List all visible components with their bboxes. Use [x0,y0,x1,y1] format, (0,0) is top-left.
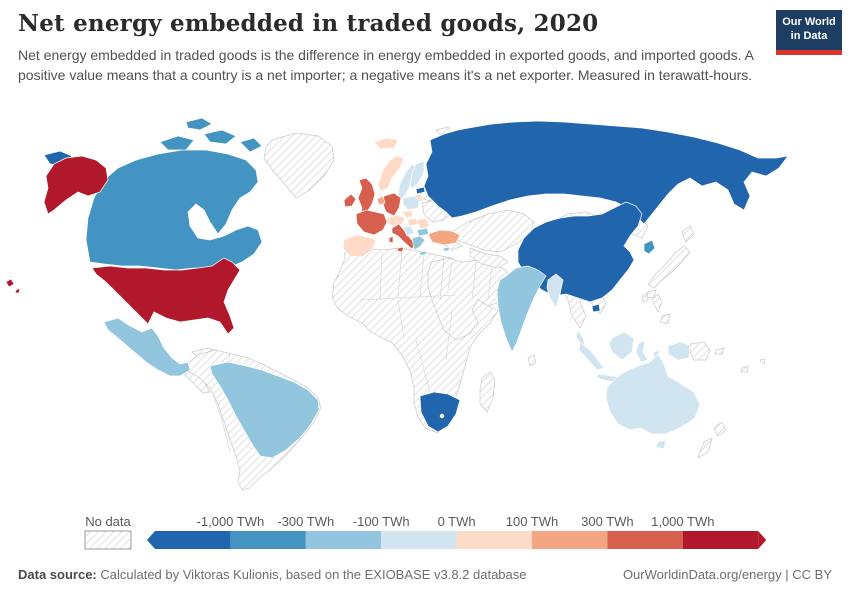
legend-arrow-right [758,531,767,549]
country-spain[interactable] [342,234,377,258]
legend-tick-4: 100 TWh [506,514,559,529]
region-balkans[interactable] [402,225,415,237]
country-taiwan[interactable] [641,292,649,303]
legend-arrow-left [147,531,155,549]
country-lesotho [439,413,445,419]
country-romania[interactable] [415,217,431,230]
country-myanmar[interactable] [546,273,564,309]
legend-bin-6[interactable] [607,531,683,549]
country-canada[interactable] [85,117,263,271]
legend-bin-2[interactable] [305,531,382,549]
legend-bin-5[interactable] [532,531,608,549]
legend-tick-0: -1,000 TWh [197,514,265,529]
country-south-korea[interactable] [643,239,656,255]
country-png-east[interactable] [689,341,711,361]
country-ireland[interactable] [343,193,357,208]
country-czechia[interactable] [402,209,415,219]
legend-bin-1[interactable] [230,531,306,549]
region-austria-switzerland[interactable] [386,214,406,227]
legend-tick-1: -300 TWh [277,514,334,529]
license-link[interactable]: OurWorldinData.org/energy | CC BY [622,567,832,582]
legend-tick-5: 300 TWh [581,514,634,529]
country-france[interactable] [355,209,388,236]
country-usa[interactable] [43,155,241,335]
country-south-africa[interactable] [419,391,461,433]
legend-tick-6: 1,000 TWh [651,514,714,529]
country-india[interactable] [496,265,547,353]
country-new-zealand[interactable] [697,421,727,459]
country-turkey[interactable] [427,229,461,246]
owid-logo[interactable]: Our World in Data [776,10,842,55]
legend-tick-3: 0 TWh [438,514,476,529]
country-poland[interactable] [402,195,421,211]
map-legend: No data -1,000 TWh -300 TWh -100 TWh 0 T… [84,514,767,550]
legend-bin-7[interactable] [682,531,759,549]
data-source-label: Data source: [18,567,97,582]
legend-tick-2: -100 TWh [353,514,410,529]
no-data-swatch[interactable] [84,530,132,550]
data-source-note: Data source: Calculated by Viktoras Kuli… [18,567,527,582]
country-philippines[interactable] [651,293,671,325]
owid-logo-line1: Our World [782,16,836,29]
state-hawaii[interactable] [5,278,21,294]
owid-logo-line2: in Data [790,30,828,42]
country-germany[interactable] [382,192,402,217]
legend-bin-3[interactable] [381,531,457,549]
chart-subtitle: Net energy embedded in traded goods is t… [18,47,754,83]
country-iceland[interactable] [373,137,399,150]
legend-bin-0[interactable] [155,531,231,549]
country-uk[interactable] [357,177,376,215]
country-greece[interactable] [411,235,428,256]
data-source-text: Calculated by Viktoras Kulionis, based o… [96,567,527,582]
legend-bin-4[interactable] [456,531,532,549]
region-central-asia[interactable] [469,247,509,269]
country-madagascar[interactable] [479,371,496,413]
country-australia[interactable] [605,353,701,450]
region-benelux[interactable] [376,195,386,206]
country-cyprus[interactable] [442,246,451,252]
country-norway[interactable] [377,155,405,192]
country-mexico[interactable] [103,317,191,377]
country-china[interactable] [517,201,643,313]
chart-header: Net energy embedded in traded goods, 202… [18,10,768,86]
country-estonia[interactable] [415,186,426,195]
region-pacific-islands[interactable] [714,347,766,373]
country-greenland[interactable] [263,132,335,199]
country-sri-lanka[interactable] [527,354,537,367]
no-data-internal-borders [211,249,493,453]
country-brazil[interactable] [209,361,320,459]
page-title: Net energy embedded in traded goods, 202… [18,10,599,37]
chart-footer: Data source: Calculated by Viktoras Kuli… [0,567,850,582]
country-finland[interactable] [409,160,425,189]
no-data-label: No data [85,514,131,529]
country-bulgaria[interactable] [416,227,430,237]
country-png-west[interactable] [667,341,691,361]
country-japan[interactable] [645,225,695,299]
